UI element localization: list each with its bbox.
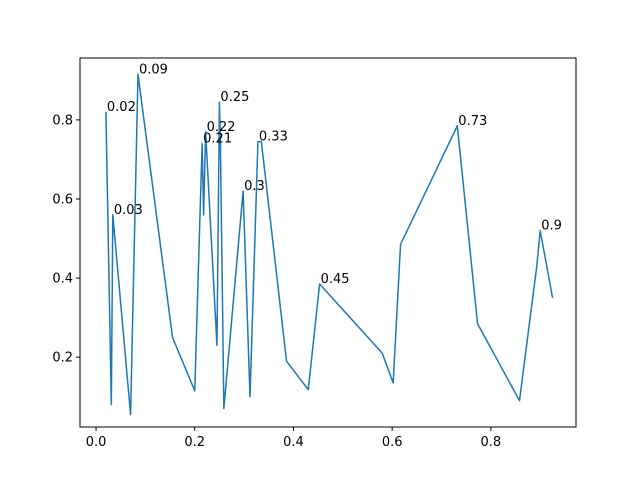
y-tick-label: 0.4 — [52, 272, 73, 287]
y-axis: 0.2 0.4 0.6 0.8 — [52, 113, 80, 366]
data-label: 0.09 — [139, 62, 168, 77]
axes-frame — [79, 57, 577, 428]
data-label: 0.03 — [114, 203, 143, 218]
data-label: 0.21 — [203, 132, 232, 147]
data-label: 0.73 — [458, 114, 487, 129]
plot-area — [105, 73, 554, 416]
x-tick-label: 0.4 — [283, 435, 304, 450]
x-tick-label: 0.2 — [184, 435, 205, 450]
data-label: 0.22 — [207, 120, 236, 135]
x-tick-label: 0.8 — [481, 435, 502, 450]
y-tick-label: 0.8 — [52, 113, 73, 128]
x-axis: 0.0 0.2 0.4 0.6 0.8 — [86, 427, 502, 450]
data-label: 0.02 — [107, 100, 136, 115]
y-tick-label: 0.6 — [52, 192, 73, 207]
series-line — [105, 73, 554, 416]
data-label: 0.33 — [259, 130, 288, 145]
data-label: 0.45 — [321, 272, 350, 287]
data-label: 0.9 — [541, 219, 562, 234]
y-tick-label: 0.2 — [52, 351, 73, 366]
data-label: 0.25 — [220, 90, 249, 105]
data-label: 0.3 — [244, 179, 265, 194]
x-tick-label: 0.0 — [86, 435, 107, 450]
data-labels: 0.02 0.03 0.09 0.210.22 0.25 0.3 0.33 0.45 0.73 0… — [107, 62, 562, 287]
x-tick-label: 0.6 — [382, 435, 403, 450]
